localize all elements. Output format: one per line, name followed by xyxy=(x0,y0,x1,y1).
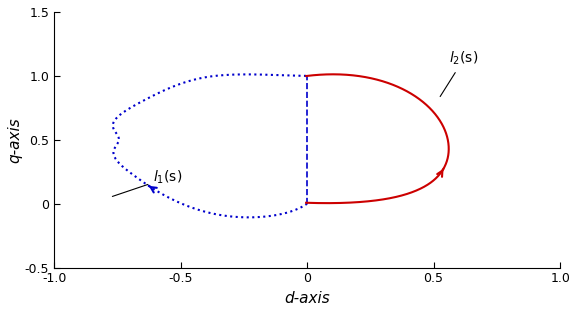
Y-axis label: q-axis: q-axis xyxy=(7,117,22,163)
X-axis label: d-axis: d-axis xyxy=(284,291,330,306)
Text: $l_1$(s): $l_1$(s) xyxy=(113,169,182,197)
Text: $l_2$(s): $l_2$(s) xyxy=(440,50,478,96)
